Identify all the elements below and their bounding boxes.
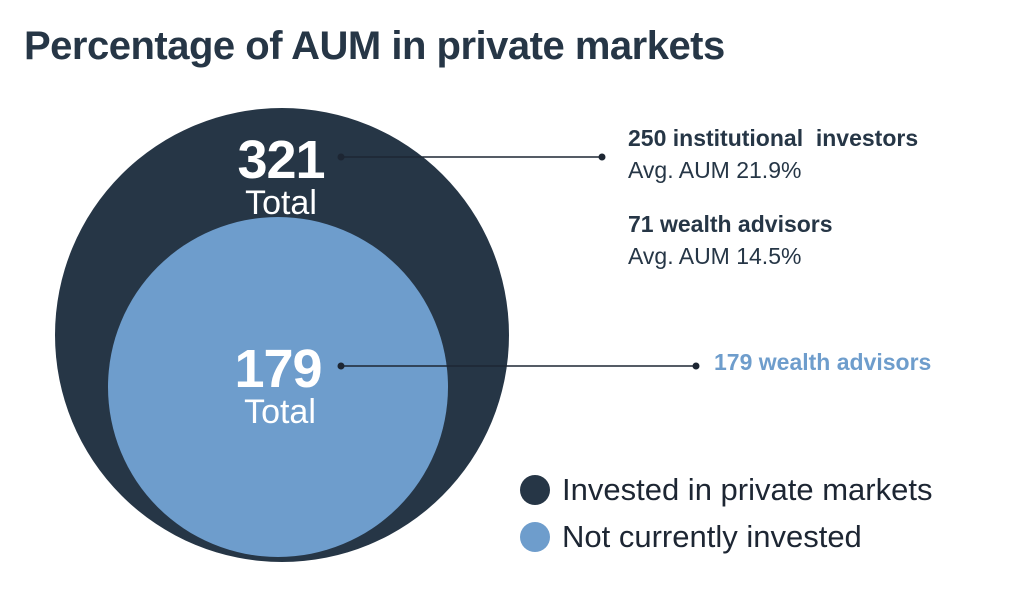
annotation-wealth-advisors-invested: 71 wealth advisors Avg. AUM 14.5%: [628, 208, 833, 272]
inner-circle-not-invested: [108, 217, 448, 557]
annotation-institutional: 250 institutional investors Avg. AUM 21.…: [628, 122, 918, 186]
legend-item-invested: Invested in private markets: [520, 472, 932, 508]
legend-label-not-invested: Not currently invested: [562, 519, 862, 554]
annotation-institutional-heading: 250 institutional investors: [628, 125, 919, 151]
annotation-wealth-advisors-heading: 71 wealth advisors: [628, 211, 833, 237]
legend-item-not-invested: Not currently invested: [520, 519, 862, 555]
chart-title: Percentage of AUM in private markets: [24, 24, 725, 68]
legend-label-invested: Invested in private markets: [562, 472, 933, 507]
outer-total-label: Total: [245, 184, 317, 222]
annotation-institutional-detail: Avg. AUM 21.9%: [628, 157, 802, 183]
legend-swatch-invested: [520, 475, 550, 505]
annotation-wealth-advisors-not-invested: 179 wealth advisors: [714, 349, 932, 375]
outer-leader-dot-start: [337, 153, 345, 161]
legend-swatch-not-invested: [520, 522, 550, 552]
annotation-wealth-advisors-detail: Avg. AUM 14.5%: [628, 243, 802, 269]
outer-total-value: 321: [237, 130, 324, 190]
inner-leader-dot-start: [337, 362, 345, 370]
inner-leader-dot-end: [692, 362, 700, 370]
inner-total-label: Total: [244, 393, 316, 431]
outer-leader-dot-end: [598, 153, 606, 161]
inner-total-value: 179: [234, 339, 321, 399]
